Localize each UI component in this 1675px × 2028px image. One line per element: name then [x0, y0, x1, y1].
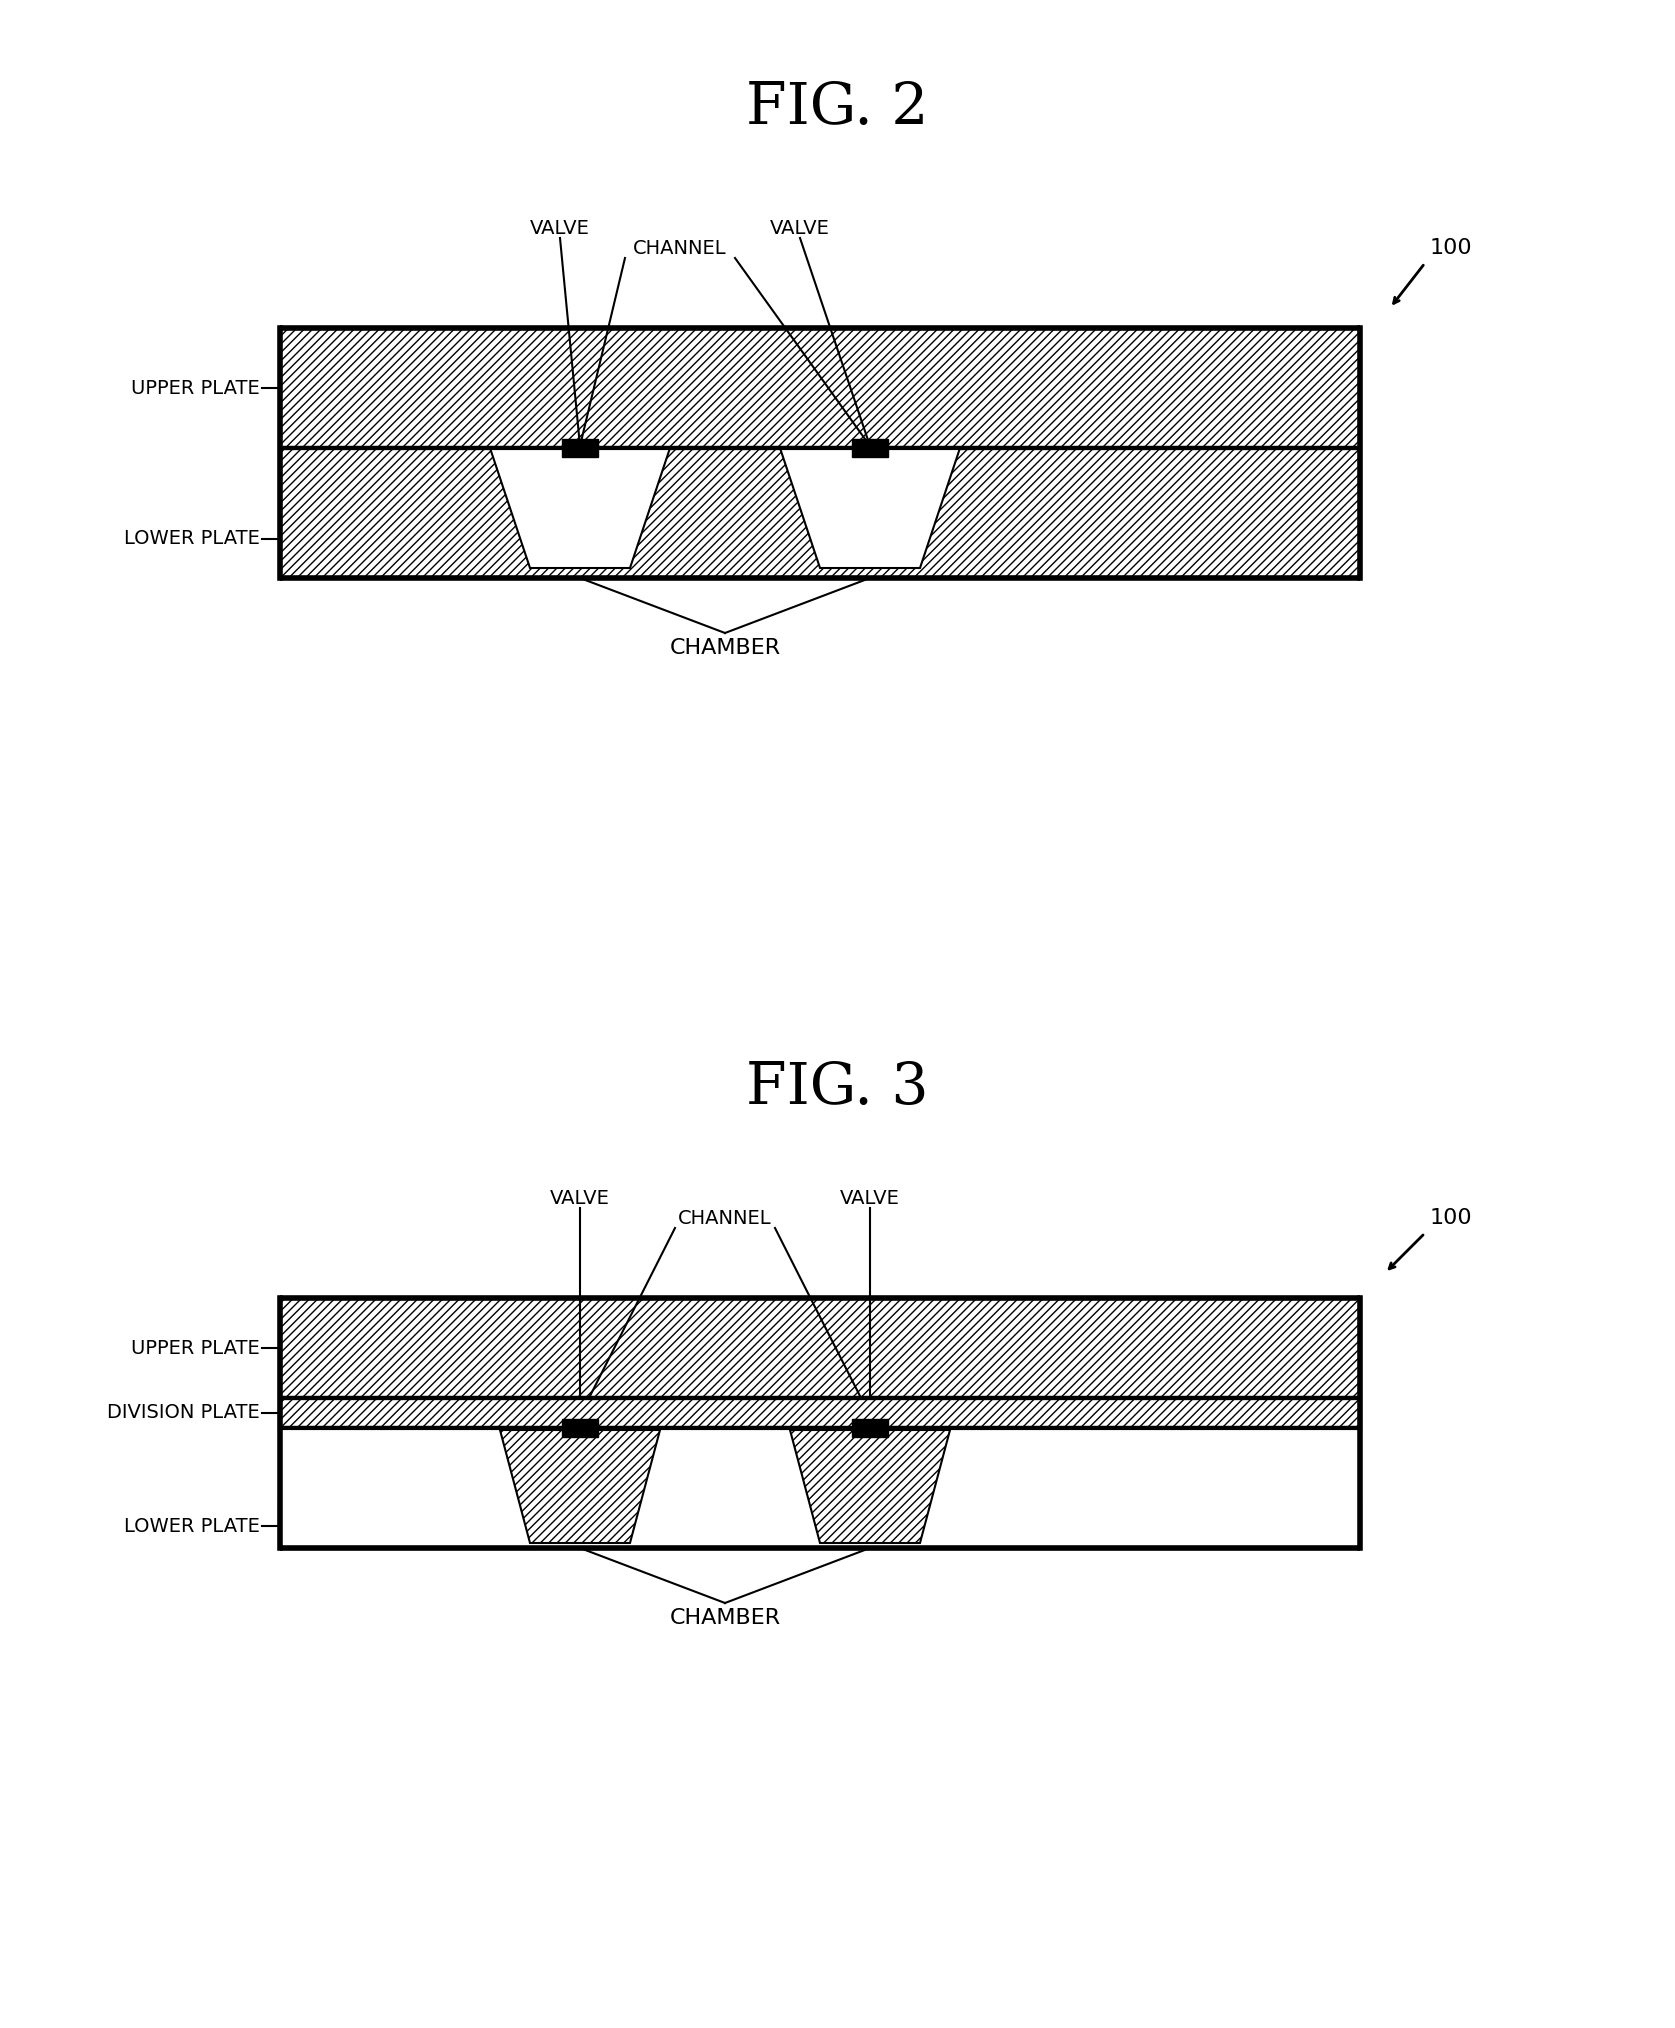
Text: UPPER PLATE: UPPER PLATE: [131, 379, 260, 397]
Polygon shape: [491, 448, 670, 568]
Polygon shape: [853, 1420, 888, 1438]
Text: CHAMBER: CHAMBER: [670, 639, 781, 657]
Text: DIVISION PLATE: DIVISION PLATE: [107, 1403, 260, 1422]
Text: UPPER PLATE: UPPER PLATE: [131, 1338, 260, 1357]
Text: CHANNEL: CHANNEL: [633, 239, 727, 258]
Text: LOWER PLATE: LOWER PLATE: [124, 1517, 260, 1535]
Polygon shape: [280, 1298, 1360, 1397]
Text: 100: 100: [1430, 237, 1472, 258]
Polygon shape: [563, 1420, 598, 1438]
Polygon shape: [280, 1428, 1360, 1547]
Polygon shape: [501, 1430, 660, 1543]
Text: CHANNEL: CHANNEL: [678, 1209, 772, 1229]
Text: 100: 100: [1430, 1209, 1472, 1229]
Polygon shape: [853, 438, 888, 456]
Text: FIG. 3: FIG. 3: [745, 1061, 928, 1115]
Text: VALVE: VALVE: [549, 1188, 610, 1209]
Text: VALVE: VALVE: [529, 219, 590, 237]
Polygon shape: [791, 1430, 950, 1543]
Polygon shape: [280, 1397, 1360, 1428]
Polygon shape: [280, 329, 1360, 448]
Text: FIG. 2: FIG. 2: [745, 79, 928, 136]
Text: LOWER PLATE: LOWER PLATE: [124, 529, 260, 548]
Text: VALVE: VALVE: [841, 1188, 899, 1209]
Polygon shape: [781, 448, 960, 568]
Polygon shape: [280, 1503, 1360, 1547]
Polygon shape: [280, 448, 1360, 578]
Text: VALVE: VALVE: [770, 219, 829, 237]
Text: CHAMBER: CHAMBER: [670, 1608, 781, 1628]
Polygon shape: [563, 438, 598, 456]
